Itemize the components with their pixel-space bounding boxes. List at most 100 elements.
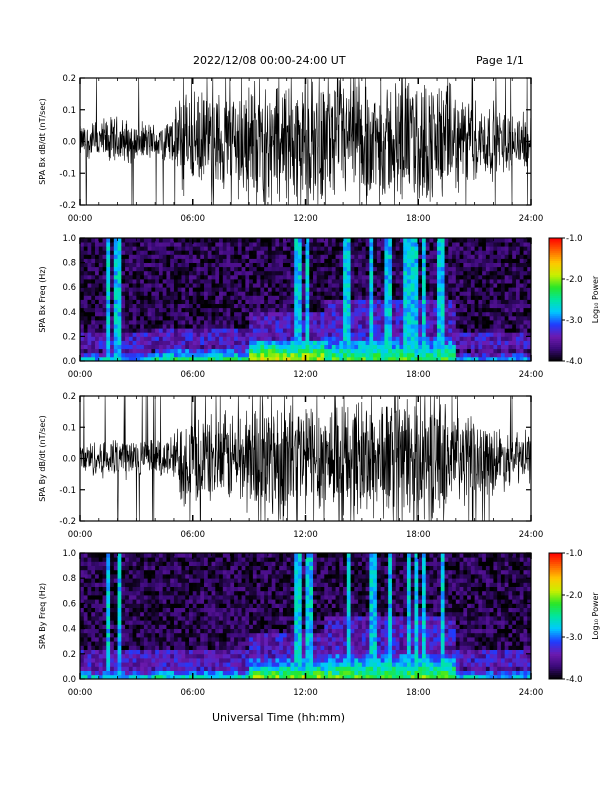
spectrogram-cell bbox=[422, 266, 427, 272]
spectrogram-cell bbox=[422, 315, 427, 321]
spectrogram-cell bbox=[271, 348, 276, 354]
spectrogram-cell bbox=[373, 320, 378, 325]
spectrogram-cell bbox=[166, 348, 171, 354]
spectrogram-cell bbox=[143, 356, 149, 362]
spectrogram-cell bbox=[147, 674, 152, 680]
spectrogram-cell bbox=[219, 356, 224, 362]
spectrogram-cell bbox=[200, 352, 205, 358]
spectrogram-cell bbox=[290, 307, 295, 313]
spectrogram-cell bbox=[166, 307, 171, 313]
spectrogram-cell bbox=[113, 595, 118, 600]
spectrogram-cell bbox=[185, 561, 190, 566]
spectrogram-cell bbox=[188, 653, 194, 659]
spectrogram-cell bbox=[117, 670, 122, 676]
spectrogram-cell bbox=[275, 279, 280, 284]
spectrogram-cell bbox=[331, 328, 336, 333]
y-tick-label: -0.1 bbox=[59, 486, 76, 496]
spectrogram-cell bbox=[98, 582, 103, 587]
spectrogram-cell bbox=[373, 340, 378, 345]
spectrogram-cell bbox=[192, 649, 197, 655]
spectrogram-cell bbox=[463, 242, 468, 247]
spectrogram-cell bbox=[113, 578, 118, 583]
spectrogram-cell bbox=[515, 295, 521, 300]
spectrogram-cell bbox=[414, 238, 419, 243]
spectrogram-cell bbox=[331, 295, 336, 300]
spectrogram-cell bbox=[188, 624, 194, 629]
spectrogram-cell bbox=[448, 279, 453, 284]
spectrogram-cell bbox=[136, 641, 141, 646]
spectrogram-cell bbox=[110, 340, 115, 345]
spectrogram-cell bbox=[279, 299, 284, 304]
spectrogram-cell bbox=[482, 242, 487, 247]
spectrogram-cell bbox=[320, 328, 325, 333]
spectrogram-cell bbox=[459, 242, 464, 247]
spectrogram-cell bbox=[173, 561, 179, 566]
spectrogram-cell bbox=[219, 336, 224, 341]
spectrogram-cell bbox=[467, 250, 472, 255]
spectrogram-cell bbox=[188, 336, 194, 341]
spectrogram-cell bbox=[207, 569, 212, 575]
spectrogram-cell bbox=[252, 283, 258, 288]
spectrogram-cell bbox=[170, 569, 175, 575]
spectrogram-cell bbox=[376, 336, 382, 341]
spectrogram-cell bbox=[324, 299, 329, 304]
spectrogram-cell bbox=[117, 653, 122, 659]
spectrogram-cell bbox=[440, 336, 445, 341]
colorbar-step bbox=[549, 334, 562, 337]
spectrogram-cell bbox=[324, 250, 329, 255]
spectrogram-cell bbox=[117, 340, 122, 345]
spectrogram-cell bbox=[271, 303, 276, 309]
spectrogram-cell bbox=[252, 356, 258, 362]
spectrogram-cell bbox=[399, 266, 404, 272]
spectrogram-cell bbox=[395, 266, 400, 272]
spectrogram-cell bbox=[497, 295, 502, 300]
spectrogram-cell bbox=[226, 307, 231, 313]
spectrogram-cell bbox=[219, 311, 224, 317]
spectrogram-cell bbox=[106, 586, 111, 592]
spectrogram-cell bbox=[162, 332, 167, 337]
spectrogram-cell bbox=[335, 320, 340, 325]
spectrogram-cell bbox=[166, 666, 171, 671]
spectrogram-cell bbox=[482, 348, 487, 354]
spectrogram-cell bbox=[429, 303, 434, 309]
spectrogram-cell bbox=[448, 340, 453, 345]
spectrogram-cell bbox=[181, 254, 186, 259]
spectrogram-cell bbox=[493, 336, 498, 341]
spectrogram-cell bbox=[444, 348, 449, 354]
spectrogram-cell bbox=[365, 311, 370, 317]
spectrogram-cell bbox=[346, 311, 351, 317]
spectrogram-cell bbox=[185, 569, 190, 575]
spectrogram-cell bbox=[331, 344, 336, 350]
spectrogram-cell bbox=[241, 262, 246, 268]
spectrogram-cell bbox=[463, 303, 468, 309]
spectrogram-cell bbox=[343, 238, 348, 243]
spectrogram-cell bbox=[80, 666, 85, 671]
spectrogram-cell bbox=[354, 340, 359, 345]
colorbar-step bbox=[549, 330, 562, 333]
spectrogram-cell bbox=[519, 262, 524, 268]
spectrogram-cell bbox=[128, 590, 134, 596]
spectrogram-cell bbox=[222, 246, 227, 251]
spectrogram-cell bbox=[463, 332, 468, 337]
spectrogram-cell bbox=[222, 299, 227, 304]
spectrogram-cell bbox=[267, 274, 273, 280]
spectrogram-cell bbox=[467, 311, 472, 317]
spectrogram-cell bbox=[143, 283, 149, 288]
spectrogram-cell bbox=[106, 307, 111, 313]
spectrogram-cell bbox=[290, 270, 295, 276]
panel-4-spectrogram bbox=[80, 553, 532, 680]
spectrogram-cell bbox=[181, 324, 186, 329]
spectrogram-cell bbox=[158, 569, 164, 575]
spectrogram-cell bbox=[294, 274, 299, 280]
spectrogram-cell bbox=[196, 242, 201, 247]
spectrogram-cell bbox=[181, 565, 186, 571]
spectrogram-cell bbox=[395, 328, 400, 333]
spectrogram-cell bbox=[185, 641, 190, 646]
spectrogram-cell bbox=[170, 258, 175, 263]
spectrogram-cell bbox=[207, 242, 212, 247]
spectrogram-cell bbox=[200, 324, 205, 329]
spectrogram-cell bbox=[482, 279, 487, 284]
spectrogram-cell bbox=[346, 352, 351, 358]
spectrogram-cell bbox=[388, 344, 393, 350]
spectrogram-cell bbox=[406, 279, 412, 284]
